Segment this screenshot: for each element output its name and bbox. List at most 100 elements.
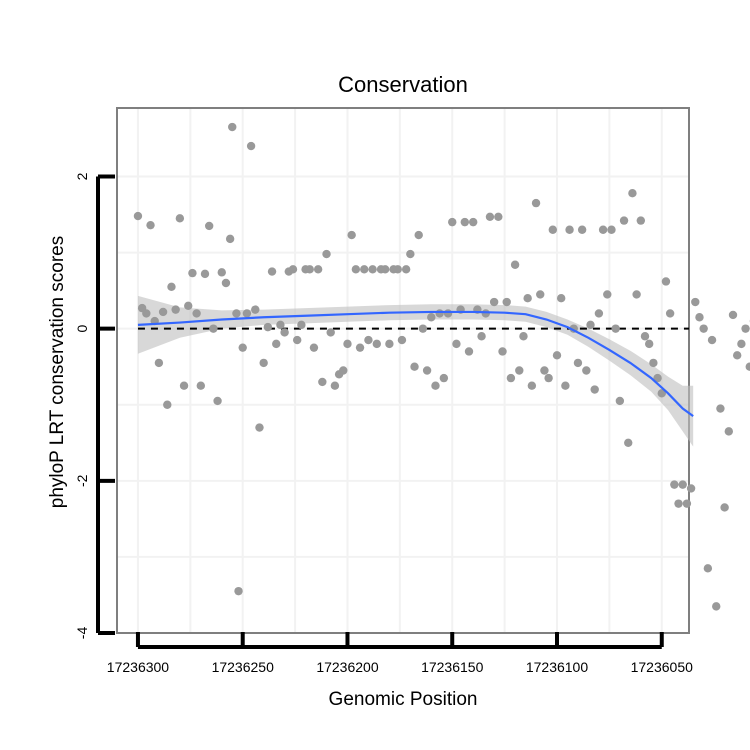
data-point bbox=[502, 297, 511, 307]
data-point bbox=[309, 343, 319, 352]
data-point bbox=[510, 260, 520, 269]
data-point bbox=[732, 351, 742, 360]
data-point bbox=[368, 265, 377, 274]
data-point bbox=[439, 373, 449, 383]
data-point bbox=[540, 366, 549, 375]
data-point bbox=[246, 141, 256, 151]
data-point bbox=[619, 216, 629, 225]
data-point bbox=[326, 328, 335, 337]
data-point bbox=[665, 309, 675, 318]
data-point bbox=[506, 373, 516, 383]
x-tick-label: 17236200 bbox=[316, 659, 379, 675]
data-point bbox=[401, 265, 411, 274]
data-point bbox=[519, 332, 528, 341]
data-point bbox=[712, 602, 721, 611]
x-axis: 17236300 17236250 17236200 17236150 17236100… bbox=[107, 632, 693, 675]
data-point bbox=[330, 381, 340, 390]
data-point bbox=[313, 265, 323, 274]
data-point bbox=[615, 396, 625, 406]
data-point bbox=[548, 225, 558, 234]
data-point bbox=[644, 339, 654, 349]
data-point bbox=[527, 381, 537, 390]
data-point bbox=[217, 268, 226, 277]
data-point bbox=[133, 211, 143, 221]
data-points bbox=[133, 122, 750, 611]
data-point bbox=[561, 381, 570, 390]
data-point bbox=[494, 212, 503, 222]
data-point bbox=[228, 122, 237, 132]
data-point bbox=[234, 586, 243, 596]
data-point bbox=[452, 339, 461, 349]
data-point bbox=[489, 297, 499, 307]
x-axis-label: Genomic Position bbox=[329, 689, 478, 710]
data-point bbox=[292, 335, 302, 345]
data-point bbox=[146, 220, 155, 230]
data-point bbox=[351, 265, 361, 274]
data-point bbox=[276, 320, 285, 330]
data-point bbox=[171, 305, 180, 314]
data-point bbox=[238, 343, 247, 352]
data-point bbox=[485, 212, 495, 222]
data-point bbox=[686, 484, 696, 493]
data-point bbox=[380, 265, 390, 274]
data-point bbox=[305, 265, 314, 274]
data-point bbox=[184, 301, 193, 311]
data-point bbox=[435, 309, 444, 318]
data-point bbox=[624, 438, 633, 447]
data-point bbox=[674, 499, 683, 508]
x-tick-label: 17236300 bbox=[107, 659, 170, 675]
data-point bbox=[699, 324, 708, 333]
data-point bbox=[242, 309, 252, 318]
data-point bbox=[552, 351, 562, 360]
data-point bbox=[163, 400, 172, 409]
data-point bbox=[695, 313, 704, 322]
data-point bbox=[154, 358, 164, 368]
data-point bbox=[255, 423, 264, 432]
data-point bbox=[322, 249, 331, 259]
data-point bbox=[556, 294, 566, 303]
data-point bbox=[410, 362, 419, 371]
data-point bbox=[343, 339, 352, 349]
data-point bbox=[649, 358, 658, 368]
data-point bbox=[682, 499, 692, 508]
y-axis: 2 0 -2 -4 bbox=[74, 172, 115, 639]
data-point bbox=[724, 427, 734, 436]
data-point bbox=[418, 324, 428, 333]
data-point bbox=[728, 310, 738, 320]
data-point bbox=[460, 217, 470, 227]
data-point bbox=[200, 269, 210, 279]
data-point bbox=[431, 381, 440, 390]
data-point bbox=[364, 335, 373, 345]
data-point bbox=[280, 328, 289, 337]
data-point bbox=[498, 347, 507, 356]
data-point bbox=[707, 335, 717, 345]
data-point bbox=[272, 339, 281, 349]
data-point bbox=[179, 381, 189, 390]
data-point bbox=[661, 277, 671, 286]
data-point bbox=[385, 339, 394, 349]
data-point bbox=[703, 564, 713, 573]
data-point bbox=[158, 307, 168, 317]
data-point bbox=[188, 268, 197, 278]
data-point bbox=[355, 343, 365, 352]
data-point bbox=[477, 332, 486, 341]
data-point bbox=[393, 265, 402, 274]
data-point bbox=[339, 366, 348, 375]
data-point bbox=[628, 189, 637, 198]
data-point bbox=[544, 373, 553, 383]
smooth-line bbox=[137, 310, 694, 418]
data-point bbox=[611, 324, 620, 333]
y-tick-label: 0 bbox=[74, 325, 90, 333]
data-point bbox=[259, 358, 268, 368]
data-point bbox=[427, 313, 436, 322]
y-tick-label: -2 bbox=[74, 474, 90, 487]
data-point bbox=[573, 358, 583, 368]
data-point bbox=[192, 309, 201, 318]
data-point bbox=[406, 249, 415, 259]
data-point bbox=[204, 221, 214, 231]
data-point bbox=[636, 216, 646, 225]
data-point bbox=[175, 214, 185, 223]
data-point bbox=[582, 366, 591, 375]
data-point bbox=[347, 230, 356, 240]
